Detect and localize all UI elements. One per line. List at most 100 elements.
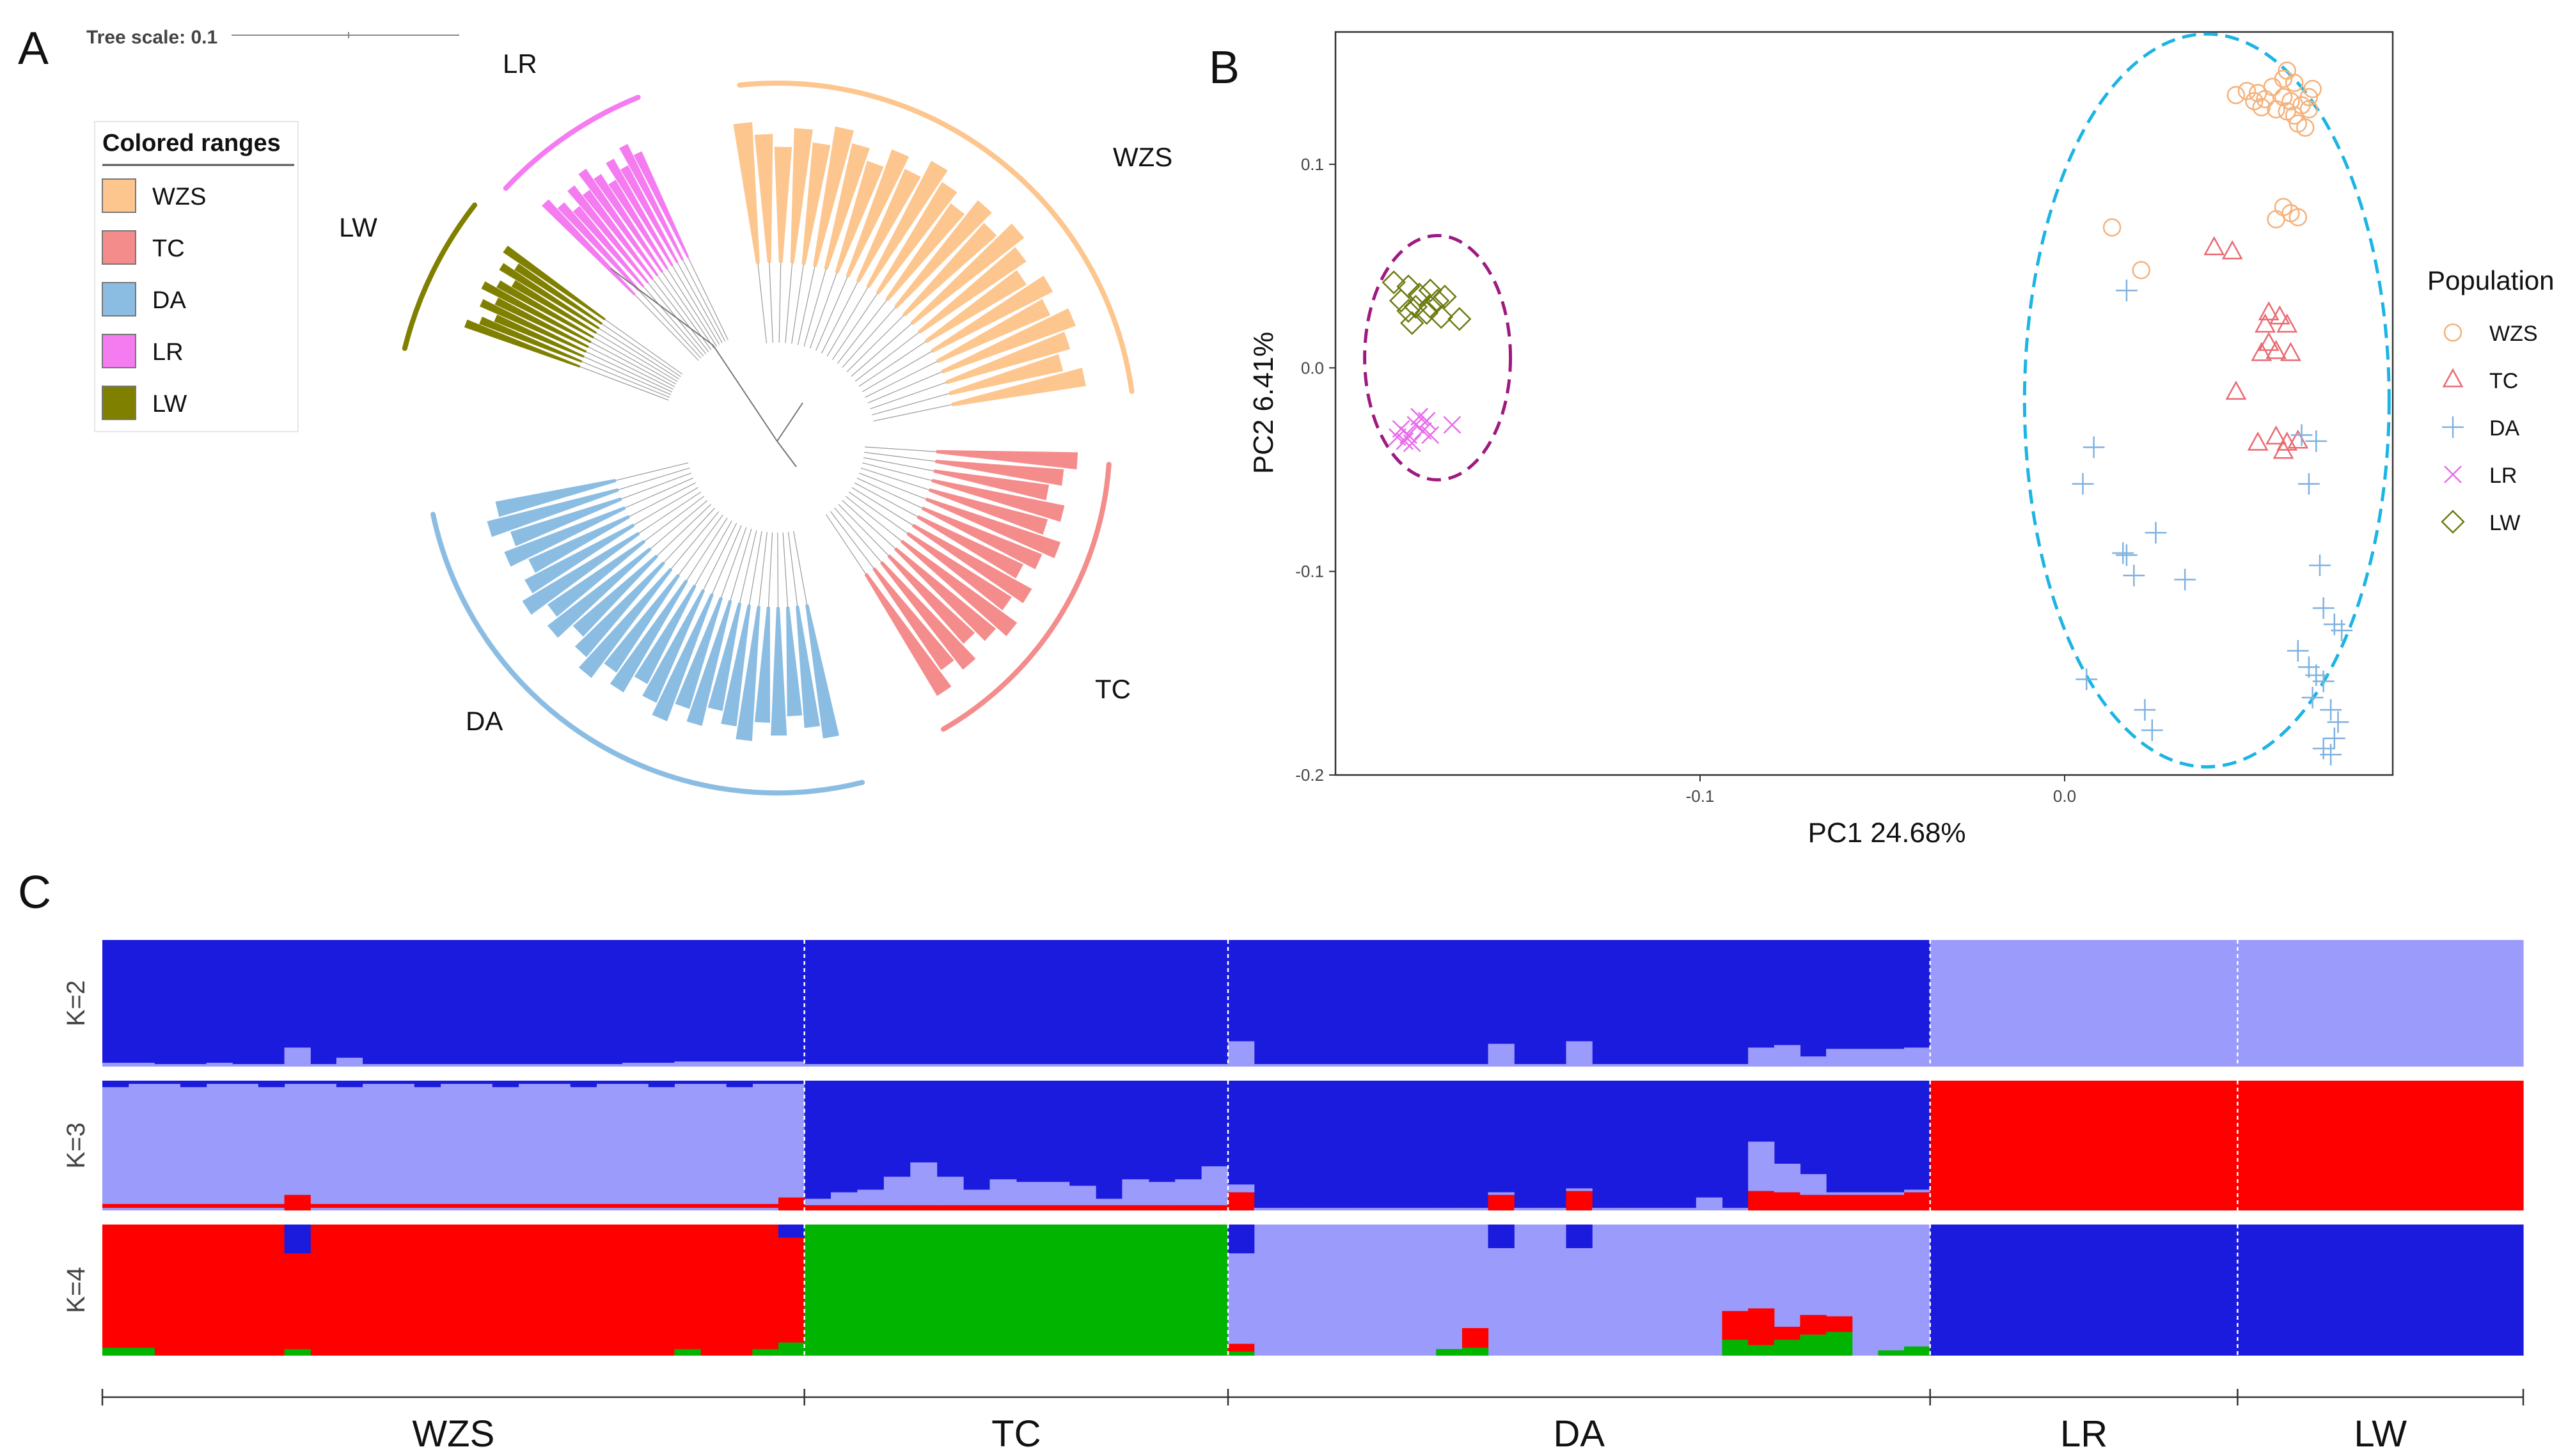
- tree-branch-da: [638, 491, 702, 534]
- pca-point-wzs: [2296, 118, 2315, 137]
- tree-branch-tc: [848, 491, 908, 534]
- tree-wedge-wzs: [835, 160, 884, 274]
- admix-k4-da-blue: [1566, 1225, 1593, 1248]
- tree-wedge-wzs: [856, 168, 921, 283]
- tree-trunk: [776, 441, 797, 467]
- admix-k3-tc-light: [989, 1179, 1017, 1205]
- admix-k4-wzs: [102, 1225, 805, 1356]
- admix-k2-light: [1774, 1045, 1801, 1067]
- tree-branch-tc: [860, 467, 930, 490]
- admix-k3-tc-light: [1096, 1198, 1123, 1205]
- admix-k3-tc-red: [1069, 1205, 1096, 1210]
- admix-k3-tc-light: [1148, 1182, 1176, 1205]
- panel-label-a: A: [18, 23, 49, 74]
- tree-legend-swatch-wzs: [102, 178, 136, 213]
- admix-k3-tc-red: [936, 1205, 964, 1210]
- tree-branch-da: [620, 473, 692, 499]
- tree-wedge-da: [642, 589, 705, 703]
- admix-k4-da-green: [1904, 1346, 1931, 1356]
- tree-wedge-tc: [931, 478, 1065, 522]
- admix-k2-light: [1800, 1056, 1827, 1067]
- tree-wedge-wzs: [754, 134, 773, 263]
- pca-point-da: [2320, 744, 2342, 766]
- pca-point-da: [2134, 699, 2156, 721]
- pca-point-lr: [1403, 434, 1421, 452]
- admix-k2-light: [1696, 1064, 1723, 1067]
- tree-branch-lr: [652, 278, 709, 352]
- admix-k3-da-light: [1228, 1184, 1255, 1193]
- admix-k2-light: [414, 1064, 441, 1067]
- admix-k3-wzs-red: [596, 1203, 623, 1208]
- admix-k2-light: [700, 1061, 727, 1067]
- tree-wedge-tc: [872, 567, 954, 671]
- admix-pop-label-lw: LW: [2354, 1413, 2407, 1455]
- admix-k4-da-red: [1228, 1343, 1255, 1352]
- tree-wedge-wzs: [774, 146, 792, 263]
- admix-k3-da-light: [1722, 1207, 1749, 1210]
- admix-k2-light: [102, 1063, 129, 1067]
- admix-k4-da-red: [1800, 1315, 1827, 1335]
- tree-wedge-wzs: [894, 200, 992, 309]
- admix-k3-tc-light: [936, 1177, 964, 1205]
- admix-k2-light: [1122, 1064, 1149, 1067]
- tree-branch-da: [703, 522, 737, 591]
- tree-wedge-wzs: [902, 223, 997, 317]
- admix-k2-light: [1383, 1064, 1411, 1067]
- admix-k3-tc-red: [1122, 1205, 1149, 1210]
- admix-k3-tc-red: [1043, 1205, 1070, 1210]
- tree-branch-da: [758, 532, 768, 607]
- admix-k2-light: [1201, 1064, 1229, 1067]
- admix-k2-light: [1904, 1047, 1931, 1067]
- clade-arc-wzs: [737, 81, 1135, 395]
- tree-wedge-wzs: [790, 128, 813, 263]
- tree-branch-wzs: [862, 350, 933, 393]
- pca-point-wzs: [2274, 69, 2293, 88]
- tree-branch-wzs: [846, 315, 904, 372]
- tree-wedge-wzs: [824, 143, 870, 270]
- admix-k3-wzs-red: [492, 1203, 519, 1208]
- admix-k2-light: [778, 1061, 805, 1067]
- tree-branch-da: [782, 532, 789, 607]
- admix-k2-light: [1043, 1064, 1070, 1067]
- pca-point-lw: [1433, 285, 1457, 309]
- admix-k2-light: [154, 1064, 181, 1067]
- admix-k3-da-light: [1852, 1192, 1879, 1195]
- admix-k4-lr: [1930, 1225, 2238, 1356]
- admix-k3-da-light: [1670, 1207, 1697, 1210]
- admix-k2-light: [310, 1064, 337, 1067]
- admix-k2-light: [1540, 1064, 1567, 1067]
- tree-wedge-da: [510, 497, 622, 547]
- admix-k2-light: [544, 1064, 571, 1067]
- tree-branch-da: [618, 467, 690, 490]
- pca-point-lw: [1396, 299, 1421, 323]
- tree-branch-lw: [595, 332, 678, 382]
- pca-point-lw: [1447, 307, 1472, 331]
- pca-point-da: [2112, 542, 2134, 564]
- tree-branch-wzs: [826, 286, 869, 357]
- admix-k2-light: [1332, 1064, 1359, 1067]
- admix-k3-wzs-red: [466, 1203, 493, 1208]
- tree-branch-da: [730, 529, 752, 601]
- admix-k4-da-green: [1878, 1350, 1905, 1356]
- clade-label-lr: LR: [503, 49, 537, 79]
- clade-arc-lr: [503, 95, 641, 191]
- admix-k3-wzs-red: [544, 1203, 571, 1208]
- admix-k2-light: [1358, 1064, 1385, 1067]
- pca-point-da: [2145, 522, 2167, 544]
- admix-pop-label-tc: TC: [991, 1413, 1041, 1455]
- pca-ytick-label: 0.1: [1301, 155, 1324, 174]
- admix-k3-da-light: [1878, 1192, 1905, 1195]
- admix-k3-tc-red: [831, 1205, 858, 1210]
- tree-branch-tc: [863, 457, 934, 472]
- admix-k3-wzs-red: [388, 1203, 415, 1208]
- pca-point-lr: [1421, 426, 1440, 444]
- admix-k3-da-red: [1826, 1194, 1853, 1210]
- panel-label-c: C: [18, 867, 51, 918]
- admix-k3-da-light: [1774, 1163, 1801, 1193]
- tree-branch-lw: [593, 337, 677, 385]
- admix-k2-light: [518, 1064, 545, 1067]
- tree-branch-da: [768, 532, 773, 607]
- tree-branch-da: [615, 462, 689, 481]
- tree-wedge-wzs: [949, 354, 1064, 396]
